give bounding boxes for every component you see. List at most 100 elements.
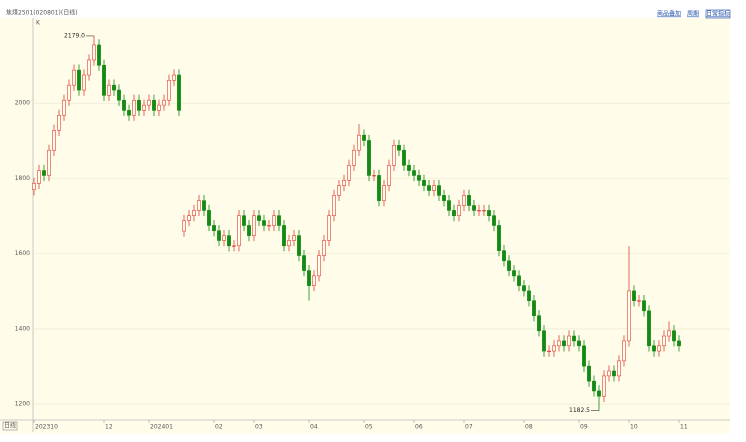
candle-body (497, 225, 501, 251)
candle-body (512, 270, 516, 277)
candle-body (522, 285, 526, 292)
candle-body (167, 79, 171, 101)
x-tick-label: 202401 (150, 424, 173, 431)
candle-body (477, 210, 481, 212)
y-tick-label: 1400 (15, 325, 30, 332)
candle-body (327, 215, 331, 241)
candle-body (162, 99, 166, 106)
candle-body (537, 315, 541, 332)
candle-body (452, 210, 456, 216)
candle-body (457, 205, 461, 216)
candle-body (632, 290, 636, 301)
candle-body (592, 380, 596, 392)
x-tick-label: 06 (415, 424, 423, 431)
x-tick-label: 12 (105, 424, 113, 431)
candle-body (237, 215, 241, 247)
candle-body (612, 370, 616, 377)
toolbar-button[interactable]: 日常指标 (706, 10, 730, 18)
candle-body (272, 215, 276, 226)
candle-body (252, 215, 256, 236)
candle-body (57, 114, 61, 131)
candle-body (182, 220, 186, 232)
candle-body (247, 225, 251, 236)
candle-body (367, 140, 371, 176)
x-tick-label: 05 (365, 424, 373, 431)
candle-body (342, 180, 346, 186)
candle-body (152, 99, 156, 111)
x-tick-label: 202310 (35, 424, 58, 431)
y-axis-label: K (36, 20, 41, 27)
toolbar-button-frame (705, 9, 731, 19)
candle-body (77, 69, 81, 91)
x-tick-label: 08 (525, 424, 533, 431)
candle-body (372, 175, 376, 177)
candle-body (137, 99, 141, 111)
x-tick-label: 03 (255, 424, 263, 431)
candle-body (172, 74, 176, 81)
candle-body (482, 210, 486, 212)
candle-body (392, 145, 396, 166)
candle-body (257, 215, 261, 221)
candle-body (307, 270, 311, 286)
candle-body (587, 365, 591, 382)
candle-body (67, 84, 71, 101)
candle-body (47, 149, 51, 176)
candle-body (567, 335, 571, 347)
candle-body (637, 300, 641, 302)
candle-body (442, 195, 446, 201)
candle-body (302, 255, 306, 271)
candle-body (607, 370, 611, 377)
candle-body (532, 300, 536, 317)
candle-body (507, 260, 511, 271)
candle-body (417, 175, 421, 181)
x-tick-label: 07 (465, 424, 473, 431)
candle-body (177, 74, 181, 111)
candle-body (487, 210, 491, 216)
candle-body (267, 225, 271, 227)
candle-body (527, 290, 531, 301)
candle-body (352, 149, 356, 166)
x-tick-label: 09 (580, 424, 588, 431)
candle-body (122, 99, 126, 111)
y-tick-label: 1200 (15, 401, 30, 408)
candle-body (147, 99, 151, 106)
candle-body (192, 210, 196, 216)
candle-body (92, 44, 96, 61)
period-box (2, 421, 18, 431)
candle-body (357, 134, 361, 151)
candle-body (557, 340, 561, 347)
candle-body (422, 180, 426, 186)
candle-body (642, 300, 646, 312)
candle-body (572, 335, 576, 342)
candle-body (202, 200, 206, 211)
candle-body (387, 164, 391, 186)
annotation: 1182.5 (569, 407, 590, 414)
candle-body (542, 330, 546, 352)
candle-body (297, 235, 301, 256)
candle-body (412, 170, 416, 176)
candle-body (337, 185, 341, 196)
x-tick-label: 11 (680, 424, 688, 431)
annotation: 2179.0 (64, 32, 85, 39)
toolbar-button[interactable]: 周期 (687, 10, 699, 18)
candle-body (597, 390, 601, 397)
candle-body (552, 345, 556, 352)
candle-body (62, 99, 66, 116)
candle-body (217, 230, 221, 241)
candle-body (212, 225, 216, 232)
candle-body (42, 170, 46, 176)
candle-body (447, 200, 451, 211)
candle-body (227, 235, 231, 247)
candle-body (312, 275, 316, 286)
candle-body (397, 145, 401, 151)
candle-body (142, 104, 146, 111)
candle-body (647, 310, 651, 347)
x-tick-label: 02 (215, 424, 223, 431)
candle-body (602, 375, 606, 397)
toolbar-button[interactable]: 商品叠加 (657, 10, 681, 18)
candle-body (407, 164, 411, 171)
candle-body (432, 185, 436, 191)
candle-body (347, 164, 351, 181)
candle-body (232, 245, 236, 247)
candle-body (402, 149, 406, 166)
